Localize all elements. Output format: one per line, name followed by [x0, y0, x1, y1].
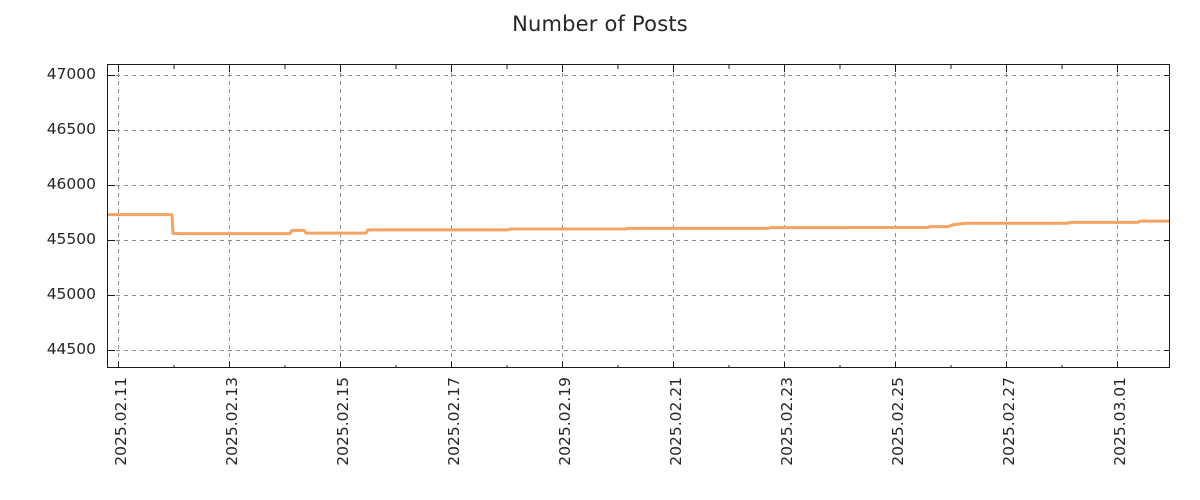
x-axis-tick-label: 2025.02.27 [1000, 377, 1018, 466]
chart-title: Number of Posts [512, 12, 688, 36]
y-axis-tick-label: 46500 [46, 120, 96, 138]
gridlines [108, 65, 1169, 367]
data-series-line [108, 213, 1169, 236]
x-axis-tick-label: 2025.02.17 [445, 377, 463, 466]
x-axis-tick-label: 2025.03.01 [1111, 377, 1129, 466]
x-axis-tick-label: 2025.02.25 [889, 377, 907, 466]
plot-canvas [108, 65, 1169, 367]
x-axis-tick-label: 2025.02.19 [556, 377, 574, 466]
y-axis-tick-label: 46000 [46, 175, 96, 193]
x-axis-tick-label: 2025.02.13 [223, 377, 241, 466]
y-axis-tick-label: 44500 [46, 340, 96, 358]
x-axis-tick-label: 2025.02.15 [334, 377, 352, 466]
y-axis-tick-label: 45000 [46, 285, 96, 303]
x-axis-tick-label: 2025.02.21 [667, 377, 685, 466]
x-axis-tick-label: 2025.02.23 [778, 377, 796, 466]
plot-area [107, 64, 1170, 368]
y-axis-tick-label: 47000 [46, 65, 96, 83]
axis-ticks [108, 65, 1169, 367]
y-axis-tick-label: 45500 [46, 230, 96, 248]
x-axis-tick-label: 2025.02.11 [112, 377, 130, 466]
